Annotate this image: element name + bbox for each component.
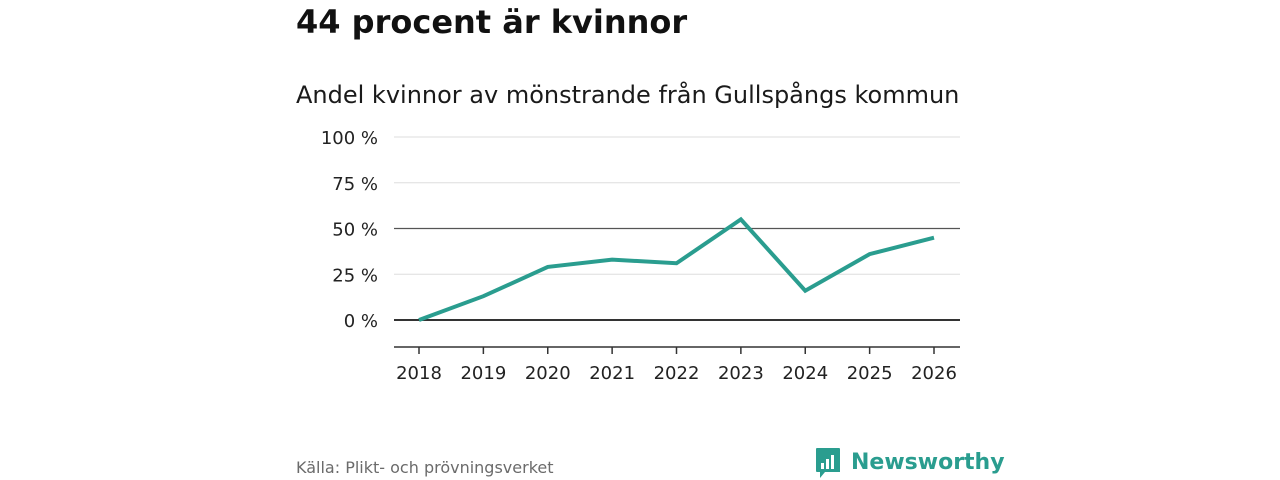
- source-note: Källa: Plikt- och prövningsverket: [296, 458, 554, 477]
- x-tick-label: 2018: [396, 363, 442, 384]
- y-tick-label: 0 %: [344, 311, 378, 332]
- newsworthy-logo-icon: [816, 448, 840, 478]
- x-tick-label: 2020: [525, 363, 571, 384]
- x-tick-label: 2026: [911, 363, 957, 384]
- x-tick-label: 2019: [460, 363, 506, 384]
- chart-subtitle: Andel kvinnor av mönstrande från Gullspå…: [296, 81, 960, 109]
- y-tick-label: 25 %: [332, 265, 378, 286]
- brand-name: Newsworthy: [851, 450, 1005, 475]
- y-tick-label: 50 %: [332, 220, 378, 241]
- series-line: [418, 216, 935, 322]
- chart-headline: 44 procent är kvinnor: [296, 3, 688, 41]
- brand-logo[interactable]: Newsworthy: [815, 447, 1005, 479]
- line-chart: 0 % 25 % 50 % 75 % 100 % 2018 2019 2020 2021 202…: [321, 128, 960, 384]
- x-tick-label: 2023: [718, 363, 764, 384]
- x-tick-label: 2022: [654, 363, 700, 384]
- y-tick-label: 75 %: [332, 174, 378, 195]
- x-tick-label: 2025: [847, 363, 893, 384]
- y-tick-label: 100 %: [321, 128, 378, 149]
- x-tick-label: 2021: [589, 363, 635, 384]
- x-tick-label: 2024: [782, 363, 828, 384]
